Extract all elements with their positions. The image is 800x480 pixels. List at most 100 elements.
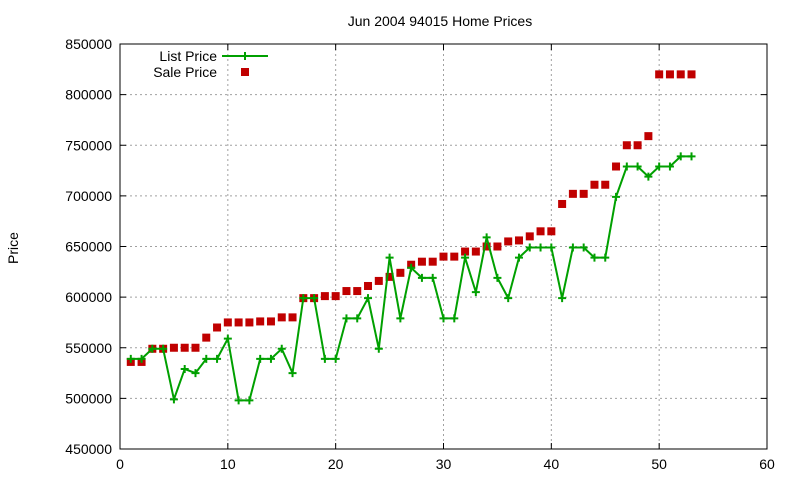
sale-price-point — [676, 70, 685, 79]
y-tick-label: 600000 — [65, 289, 112, 305]
sale-price-point — [364, 281, 373, 290]
sale-price-point — [245, 318, 254, 327]
sale-price-point — [612, 162, 621, 171]
list-price-point — [245, 396, 254, 405]
list-price-point — [202, 354, 211, 363]
list-price-point — [256, 354, 265, 363]
sale-price-series — [126, 70, 696, 366]
sale-price-point — [417, 257, 426, 266]
sale-price-point — [450, 252, 459, 261]
list-price-point — [547, 243, 556, 252]
sale-price-point — [331, 292, 340, 301]
list-price-point — [331, 354, 340, 363]
y-tick-label: 700000 — [65, 188, 112, 204]
series — [126, 70, 696, 405]
grid — [120, 44, 767, 449]
sale-price-point — [547, 227, 556, 236]
sale-price-point — [568, 189, 577, 198]
list-price-point — [450, 314, 459, 323]
sale-price-point — [234, 318, 243, 327]
list-price-point — [633, 162, 642, 171]
x-tick-label: 0 — [116, 456, 124, 472]
list-price-point — [191, 369, 200, 378]
sale-price-point — [223, 318, 232, 327]
sale-price-point — [396, 268, 405, 277]
sale-price-point — [266, 317, 275, 326]
legend-label-sale-price: Sale Price — [153, 64, 217, 80]
legend-label-list-price: List Price — [159, 48, 217, 64]
list-price-point — [568, 243, 577, 252]
list-price-point — [299, 294, 308, 303]
list-price-point — [407, 263, 416, 272]
list-price-point — [213, 354, 222, 363]
list-price-point — [342, 314, 351, 323]
sale-price-point — [579, 189, 588, 198]
list-price-point — [536, 243, 545, 252]
list-price-point — [320, 354, 329, 363]
list-price-point — [676, 152, 685, 161]
sale-price-point — [644, 132, 653, 141]
sale-price-point — [601, 180, 610, 189]
x-tick-label: 40 — [544, 456, 560, 472]
list-price-point — [461, 253, 470, 262]
sale-price-point — [536, 227, 545, 236]
list-price-point — [525, 243, 534, 252]
sale-price-point — [665, 70, 674, 79]
list-price-series — [126, 152, 696, 405]
legend-marker-list-price — [241, 52, 249, 60]
sale-price-point — [493, 242, 502, 251]
x-tick-label: 30 — [436, 456, 452, 472]
list-price-point — [364, 294, 373, 303]
list-price-point — [612, 192, 621, 201]
sale-price-point — [169, 343, 178, 352]
sale-price-point — [622, 141, 631, 150]
plot-frame — [119, 43, 768, 450]
sale-price-point — [514, 236, 523, 245]
sale-price-point — [191, 343, 200, 352]
y-tick-label: 450000 — [65, 441, 112, 457]
list-price-point — [180, 365, 189, 374]
sale-price-point — [482, 242, 491, 251]
sale-price-point — [256, 317, 265, 326]
x-tick-label: 20 — [328, 456, 344, 472]
sale-price-point — [655, 70, 664, 79]
list-price-point — [428, 273, 437, 282]
sale-price-point — [461, 247, 470, 256]
sale-price-point — [342, 287, 351, 296]
y-axis-label: Price — [5, 232, 21, 264]
list-price-point — [277, 344, 286, 353]
sale-price-point — [213, 323, 222, 332]
x-tick-label: 10 — [220, 456, 236, 472]
sale-price-point — [439, 252, 448, 261]
sale-price-point — [687, 70, 696, 79]
y-tick-label: 500000 — [65, 390, 112, 406]
list-price-point — [482, 233, 491, 242]
y-tick-label: 650000 — [65, 239, 112, 255]
sale-price-point — [525, 232, 534, 241]
chart-title: Jun 2004 94015 Home Prices — [348, 13, 532, 29]
sale-price-point — [558, 199, 567, 208]
sale-price-point — [590, 180, 599, 189]
sale-price-point — [471, 247, 480, 256]
list-price-point — [353, 314, 362, 323]
list-price-point — [417, 273, 426, 282]
y-tick-label: 850000 — [65, 36, 112, 52]
list-price-point — [385, 253, 394, 262]
list-price-point — [655, 162, 664, 171]
list-price-point — [159, 344, 168, 353]
sale-price-point — [385, 272, 394, 281]
sale-price-point — [428, 257, 437, 266]
sale-price-point — [277, 313, 286, 322]
list-price-point — [601, 253, 610, 262]
sale-price-point — [353, 287, 362, 296]
y-tick-label: 750000 — [65, 137, 112, 153]
y-tick-label: 550000 — [65, 340, 112, 356]
list-price-point — [288, 369, 297, 378]
sale-price-point — [374, 276, 383, 285]
sale-price-point — [633, 141, 642, 150]
list-price-line — [130, 155, 692, 404]
sale-price-point — [202, 333, 211, 342]
sale-price-point — [320, 292, 329, 301]
list-price-point — [396, 314, 405, 323]
